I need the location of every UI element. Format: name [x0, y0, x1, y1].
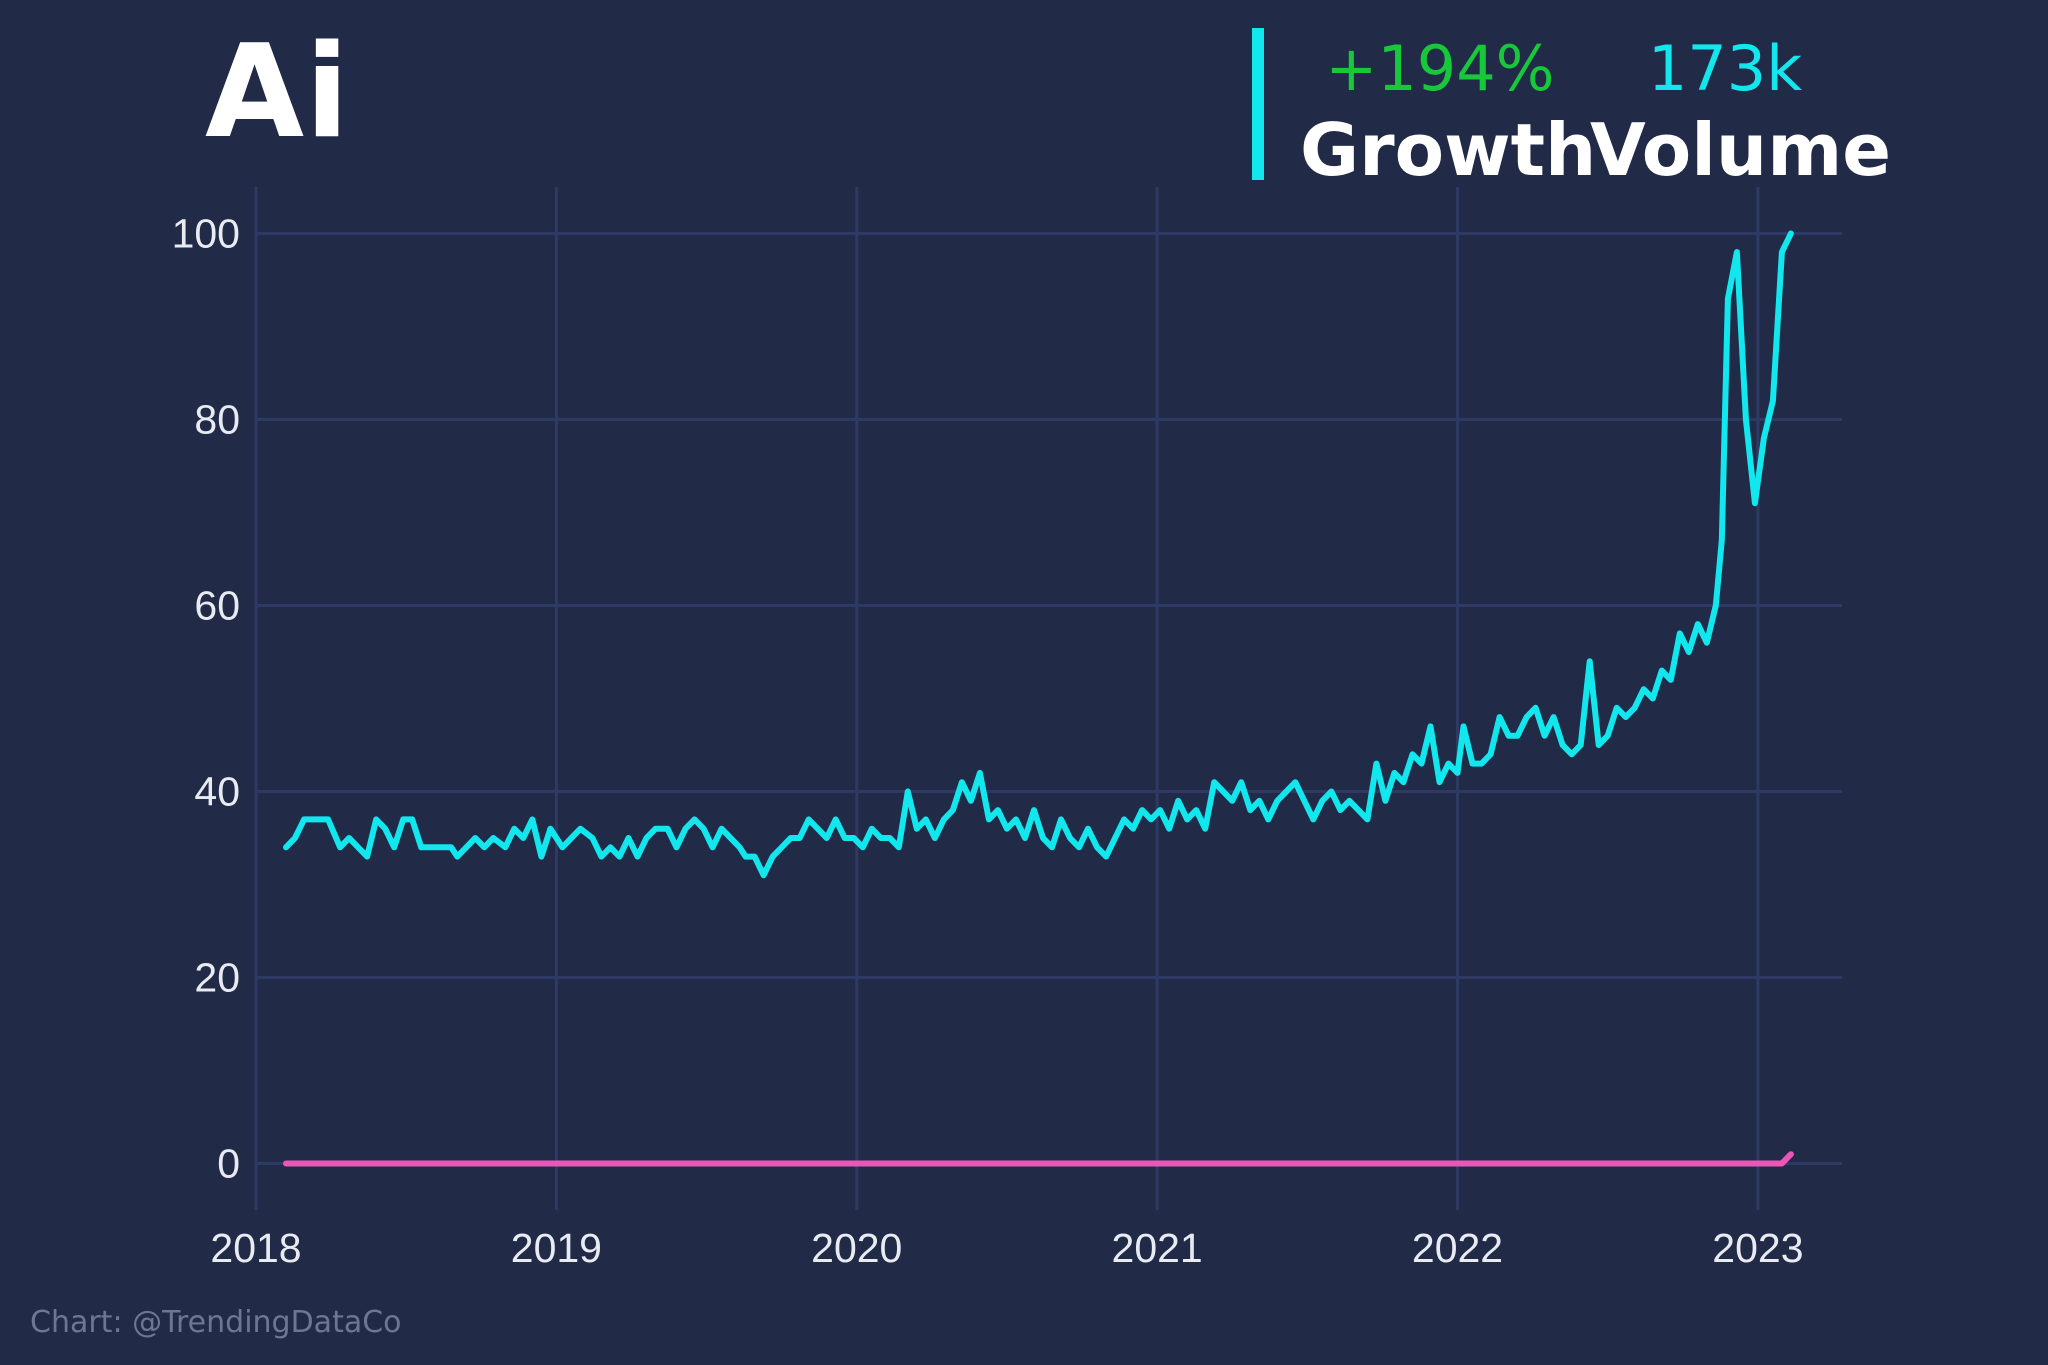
- chart-credit: Chart: @TrendingDataCo: [30, 1305, 402, 1340]
- x-tick-label: 2018: [210, 1225, 301, 1271]
- chart-grid: [254, 187, 1842, 1210]
- y-tick-label: 40: [194, 769, 240, 815]
- x-tick-label: 2020: [811, 1225, 902, 1271]
- x-tick-label: 2019: [511, 1225, 602, 1271]
- volume-stat: 173k Volume: [1590, 32, 1892, 192]
- x-tick-label: 2021: [1112, 1225, 1203, 1271]
- volume-label: Volume: [1590, 108, 1892, 192]
- x-tick-label: 2022: [1412, 1225, 1503, 1271]
- x-tick-label: 2023: [1712, 1225, 1803, 1271]
- y-tick-label: 0: [217, 1141, 240, 1187]
- y-tick-label: 20: [194, 955, 240, 1001]
- series-line-main: [283, 230, 1794, 879]
- y-axis-ticks: 0 20 40 60 80 100: [172, 211, 240, 1187]
- y-tick-label: 80: [194, 397, 240, 443]
- growth-stat: +194% Growth: [1300, 32, 1597, 192]
- chart-lines: [283, 230, 1794, 1167]
- series-line-baseline: [283, 1151, 1794, 1167]
- growth-label: Growth: [1300, 108, 1597, 192]
- growth-value: +194%: [1325, 32, 1555, 105]
- page-title: Ai: [205, 18, 350, 167]
- y-tick-label: 100: [172, 211, 240, 257]
- stats-divider: [1252, 28, 1264, 180]
- x-axis-ticks: 2018 2019 2020 2021 2022 2023: [210, 1225, 1803, 1271]
- volume-value: 173k: [1647, 32, 1803, 105]
- y-tick-label: 60: [194, 583, 240, 629]
